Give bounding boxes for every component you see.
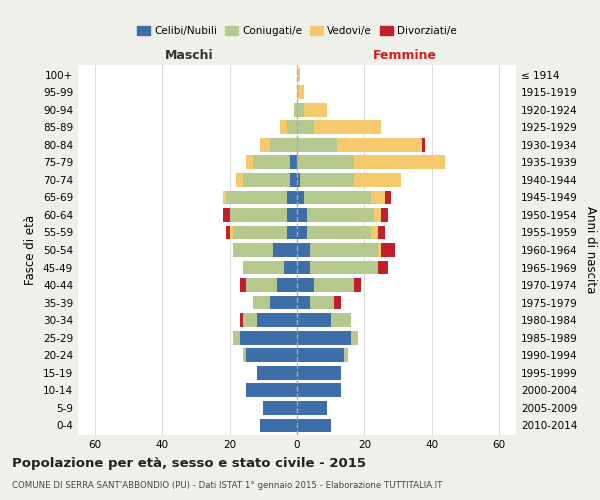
Bar (297, 208, 307, 222)
Bar (226, 190, 287, 204)
Bar (297, 103, 304, 117)
Text: Femmine: Femmine (373, 50, 437, 62)
Bar (287, 120, 297, 134)
Bar (297, 418, 331, 432)
Bar (310, 296, 334, 310)
Text: COMUNE DI SERRA SANT'ABBONDIO (PU) - Dati ISTAT 1° gennaio 2015 - Elaborazione T: COMUNE DI SERRA SANT'ABBONDIO (PU) - Dat… (12, 481, 442, 490)
Bar (374, 208, 381, 222)
Bar (354, 173, 401, 186)
Bar (297, 68, 301, 82)
Bar (297, 156, 354, 169)
Bar (337, 138, 422, 151)
Bar (371, 226, 378, 239)
Bar (270, 296, 297, 310)
Bar (236, 173, 243, 186)
Bar (297, 296, 310, 310)
Bar (230, 208, 287, 222)
Bar (378, 243, 381, 257)
Bar (260, 418, 297, 432)
Bar (240, 278, 247, 292)
Bar (284, 260, 297, 274)
Bar (310, 260, 378, 274)
Bar (230, 226, 233, 239)
Bar (287, 208, 297, 222)
Bar (233, 243, 274, 257)
Bar (280, 120, 287, 134)
Bar (297, 120, 314, 134)
Bar (247, 156, 253, 169)
Bar (240, 314, 243, 327)
Bar (354, 156, 445, 169)
Bar (297, 243, 310, 257)
Bar (290, 173, 297, 186)
Bar (257, 314, 297, 327)
Bar (257, 366, 297, 380)
Legend: Celibi/Nubili, Coniugati/e, Vedovi/e, Divorziati/e: Celibi/Nubili, Coniugati/e, Vedovi/e, Di… (133, 22, 461, 40)
Bar (247, 348, 297, 362)
Bar (314, 278, 354, 292)
Bar (307, 226, 371, 239)
Y-axis label: Anni di nascita: Anni di nascita (584, 206, 597, 294)
Bar (297, 278, 314, 292)
Bar (297, 331, 351, 344)
Bar (226, 226, 230, 239)
Text: Popolazione per età, sesso e stato civile - 2015: Popolazione per età, sesso e stato civil… (12, 458, 366, 470)
Bar (297, 314, 331, 327)
Bar (277, 278, 297, 292)
Bar (297, 190, 304, 204)
Bar (297, 173, 301, 186)
Bar (297, 366, 341, 380)
Bar (310, 243, 378, 257)
Bar (297, 401, 328, 414)
Bar (223, 190, 226, 204)
Bar (378, 260, 388, 274)
Bar (378, 226, 385, 239)
Bar (243, 173, 290, 186)
Bar (344, 348, 347, 362)
Bar (290, 156, 297, 169)
Bar (351, 331, 358, 344)
Bar (385, 190, 391, 204)
Bar (381, 208, 388, 222)
Y-axis label: Fasce di età: Fasce di età (25, 215, 37, 285)
Bar (381, 243, 395, 257)
Bar (293, 103, 297, 117)
Bar (307, 208, 374, 222)
Text: Maschi: Maschi (165, 50, 214, 62)
Bar (371, 190, 385, 204)
Bar (247, 278, 277, 292)
Bar (260, 138, 270, 151)
Bar (274, 243, 297, 257)
Bar (354, 278, 361, 292)
Bar (247, 384, 297, 397)
Bar (334, 296, 341, 310)
Bar (301, 173, 354, 186)
Bar (314, 120, 381, 134)
Bar (297, 260, 310, 274)
Bar (297, 384, 341, 397)
Bar (240, 331, 297, 344)
Bar (223, 208, 230, 222)
Bar (253, 156, 290, 169)
Bar (243, 260, 284, 274)
Bar (331, 314, 351, 327)
Bar (233, 226, 287, 239)
Bar (243, 314, 257, 327)
Bar (297, 226, 307, 239)
Bar (304, 103, 328, 117)
Bar (304, 190, 371, 204)
Bar (287, 190, 297, 204)
Bar (422, 138, 425, 151)
Bar (233, 331, 240, 344)
Bar (263, 401, 297, 414)
Bar (287, 226, 297, 239)
Bar (243, 348, 247, 362)
Bar (297, 86, 304, 99)
Bar (297, 348, 344, 362)
Bar (270, 138, 297, 151)
Bar (253, 296, 270, 310)
Bar (297, 138, 337, 151)
